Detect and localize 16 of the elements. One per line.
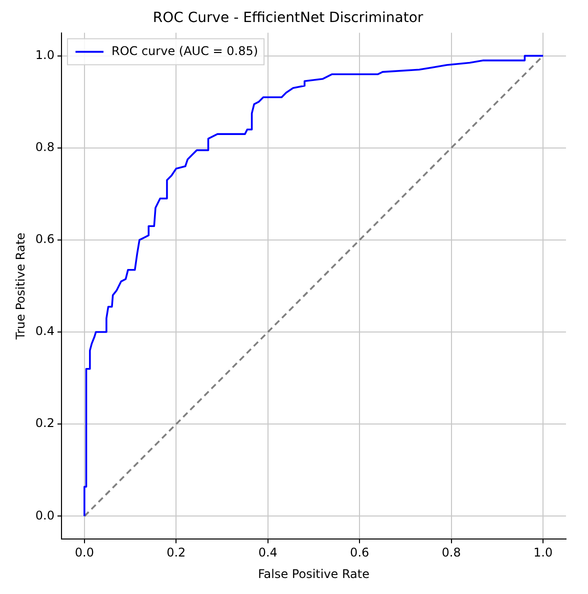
x-tick-label: 0.2 <box>166 546 186 560</box>
x-tick-label: 0.6 <box>350 546 370 560</box>
y-axis-title: True Positive Rate <box>13 232 28 340</box>
x-tick-label: 1.0 <box>534 546 553 560</box>
chart-title: ROC Curve - EfficientNet Discriminator <box>152 10 424 26</box>
y-tick-label: 0.0 <box>35 508 54 522</box>
y-tick-label: 0.2 <box>35 416 54 430</box>
y-tick-label: 0.4 <box>35 324 54 338</box>
x-tick-label: 0.0 <box>74 546 94 560</box>
x-tick-label: 0.8 <box>442 546 461 560</box>
x-tick-label: 0.4 <box>258 546 278 560</box>
y-tick-label: 0.8 <box>35 140 54 154</box>
legend-label: ROC curve (AUC = 0.85) <box>111 44 258 58</box>
y-tick-label: 1.0 <box>35 48 54 62</box>
x-axis-title: False Positive Rate <box>258 566 370 581</box>
y-tick-label: 0.6 <box>35 232 54 246</box>
